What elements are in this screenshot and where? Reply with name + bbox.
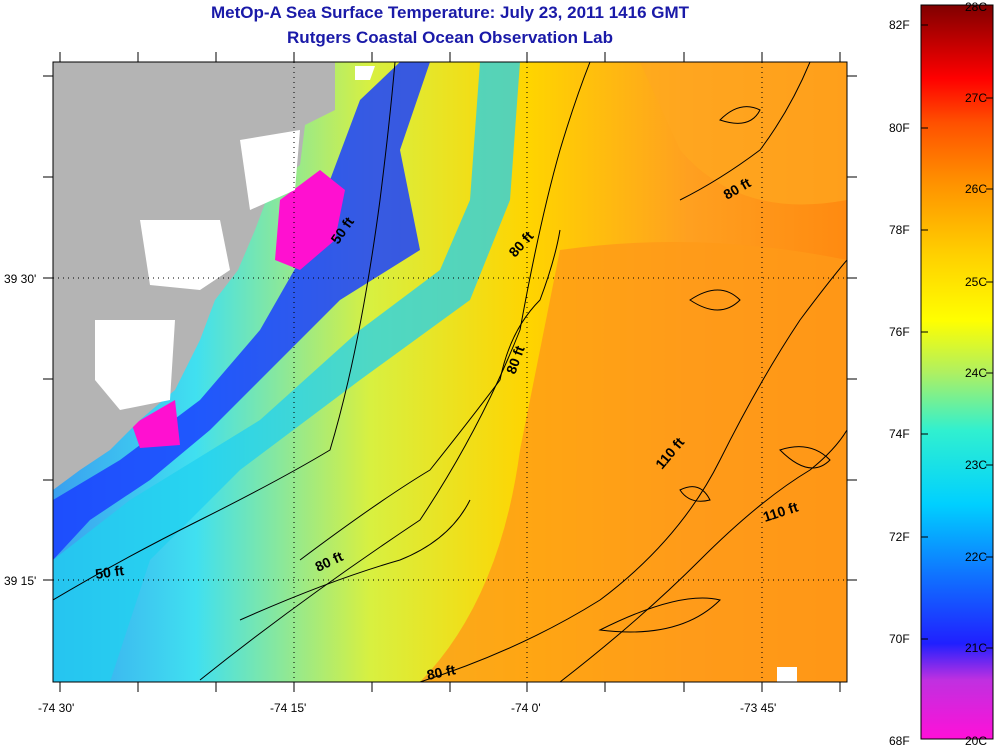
colorbar-f-label: 72F	[889, 530, 910, 544]
colorbar-f-label: 74F	[889, 427, 910, 441]
colorbar-ticks	[921, 24, 993, 649]
colorbar-c-label: 27C	[965, 91, 988, 105]
colorbar	[920, 4, 994, 740]
contour-label: 80 ft	[425, 661, 457, 683]
map-title: MetOp-A Sea Surface Temperature: July 23…	[210, 3, 690, 22]
colorbar-f-label: 78F	[889, 223, 910, 237]
x-tick-label: -74 0'	[511, 701, 541, 715]
bathymetry-contours	[53, 62, 847, 682]
colorbar-f-label: 76F	[889, 325, 910, 339]
colorbar-f-label: 82F	[889, 18, 910, 32]
colorbar-c-label: 23C	[965, 458, 988, 472]
colorbar-c-label: 26C	[965, 182, 988, 196]
x-tick-label: -73 45'	[740, 701, 776, 715]
no-data-cell	[777, 667, 797, 682]
bay-area-4	[355, 66, 375, 80]
colorbar-c-label: 20C	[965, 734, 988, 748]
colorbar-c-label: 21C	[965, 641, 988, 655]
colorbar-f-label: 68F	[889, 734, 910, 748]
contour-label: 50 ft	[94, 562, 125, 582]
colorbar-c-label: 22C	[965, 550, 988, 564]
cold-patch-magenta	[275, 170, 345, 270]
map-subtitle: Rutgers Coastal Ocean Observation Lab	[287, 28, 613, 47]
colorbar-f-label: 70F	[889, 632, 910, 646]
warm-region-2	[640, 62, 847, 205]
cold-patch-magenta-2	[132, 400, 180, 448]
colorbar-f-label: 80F	[889, 121, 910, 135]
colorbar-c-label: 24C	[965, 366, 988, 380]
bay-area-2	[95, 320, 175, 410]
bay-area	[140, 220, 230, 290]
y-tick-label: 39 15'	[4, 574, 36, 588]
colorbar-c-label: 25C	[965, 275, 988, 289]
cool-band	[53, 62, 520, 682]
bay-area-3	[240, 130, 300, 210]
y-tick-label: 39 30'	[4, 272, 36, 286]
graticule	[53, 62, 847, 682]
colorbar-c-label: 28C	[965, 0, 988, 14]
x-tick-label: -74 30'	[38, 701, 74, 715]
axis-ticks	[43, 52, 857, 692]
x-tick-label: -74 15'	[270, 701, 306, 715]
